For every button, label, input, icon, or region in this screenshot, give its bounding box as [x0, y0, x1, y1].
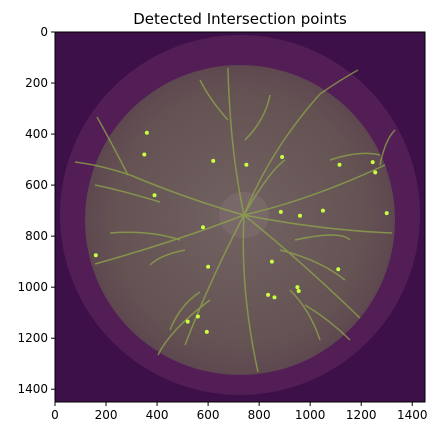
intersection-point [280, 155, 285, 160]
x-tick-label: 400 [146, 408, 169, 422]
intersection-point [204, 329, 209, 334]
y-tick-label: 1000 [17, 280, 48, 294]
intersection-point [185, 319, 190, 324]
intersection-point [296, 289, 301, 293]
intersection-point [370, 160, 375, 165]
x-tick-label: 1200 [346, 408, 377, 422]
intersection-point [195, 314, 200, 319]
intersection-point [244, 162, 249, 167]
intersection-point [272, 295, 277, 300]
intersection-point [384, 211, 389, 216]
detected-points-layer [93, 130, 389, 334]
y-axis: 0 200 400 600 800 1000 1200 1400 [17, 25, 55, 396]
x-tick-label: 1000 [295, 408, 326, 422]
y-tick-label: 200 [25, 76, 48, 90]
intersection-point [373, 170, 378, 175]
intersection-point [297, 213, 302, 218]
x-tick-label: 200 [95, 408, 118, 422]
intersection-point [266, 292, 271, 297]
intersection-point [295, 285, 300, 290]
intersection-point [336, 267, 341, 272]
intersection-point [206, 264, 211, 269]
y-tick-label: 800 [25, 229, 48, 243]
intersection-point [142, 152, 147, 157]
x-tick-label: 800 [248, 408, 271, 422]
intersection-point [320, 208, 325, 213]
x-axis: 0 200 400 600 800 1000 1200 1400 [51, 402, 428, 422]
intersection-point [211, 158, 216, 163]
intersection-point [337, 162, 342, 167]
x-tick-label: 600 [197, 408, 220, 422]
x-tick-label: 0 [51, 408, 59, 422]
y-tick-label: 600 [25, 178, 48, 192]
intersection-point [269, 259, 274, 264]
y-tick-label: 1400 [17, 382, 48, 396]
intersection-point [144, 130, 149, 135]
intersection-point [201, 225, 205, 230]
intersection-point [152, 193, 157, 198]
y-tick-label: 400 [25, 127, 48, 141]
figure-title: Detected Intersection points [133, 10, 347, 28]
intersection-point [93, 253, 98, 258]
y-tick-label: 1200 [17, 331, 48, 345]
vessel-network [74, 67, 396, 373]
y-tick-label: 0 [40, 25, 48, 39]
image-panel [54, 31, 426, 403]
x-tick-label: 1400 [397, 408, 428, 422]
intersection-point [278, 209, 283, 214]
image-frame [54, 31, 426, 403]
